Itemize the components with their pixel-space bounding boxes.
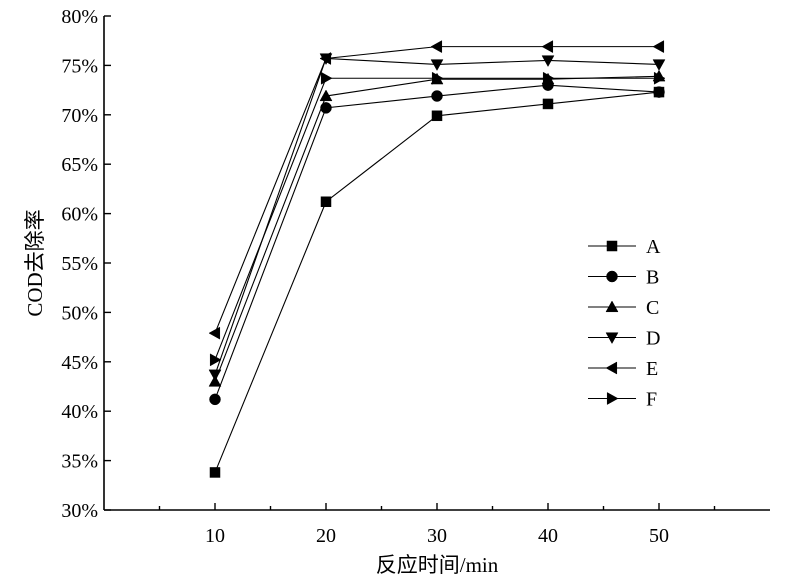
y-tick-label: 30% — [61, 500, 98, 522]
legend-item-F: F — [588, 389, 657, 411]
y-tick-label: 45% — [61, 352, 98, 374]
series-A — [209, 86, 665, 478]
x-tick-label: 10 — [205, 525, 225, 547]
y-tick-label: 35% — [61, 451, 98, 473]
data-point-E — [430, 40, 443, 54]
legend-marker-E — [605, 361, 618, 375]
y-ticks: 30% 35% 40% 45% 50% 55% 60% 65% 70% 75% 80% — [61, 6, 111, 522]
series-E — [208, 40, 665, 340]
data-point-B — [653, 86, 665, 98]
y-tick-label: 50% — [61, 302, 98, 324]
data-point-A — [542, 98, 554, 110]
data-point-F — [431, 71, 444, 85]
series-D — [208, 53, 666, 382]
data-point-E — [652, 40, 665, 54]
data-point-D — [541, 55, 555, 67]
legend-marker-B — [606, 270, 618, 283]
data-point-F — [653, 71, 666, 85]
series-layer — [208, 40, 666, 478]
legend-marker-C — [605, 300, 619, 313]
data-point-B — [209, 393, 221, 406]
axes — [103, 16, 770, 511]
data-point-D — [430, 59, 444, 71]
series-F — [209, 71, 666, 367]
y-axis-title: COD去除率 — [23, 209, 47, 316]
x-axis-title: 反应时间/min — [376, 553, 499, 577]
legend-label: D — [646, 328, 660, 350]
legend-marker-F — [606, 392, 619, 405]
legend-marker-A — [606, 240, 618, 252]
data-point-F — [542, 71, 555, 85]
series-line-B — [214, 84, 660, 400]
legend-item-D: D — [588, 328, 660, 350]
legend-item-C: C — [588, 297, 659, 319]
y-tick-label: 70% — [61, 105, 98, 127]
legend-marker-D — [605, 332, 619, 345]
legend-label: C — [646, 297, 659, 319]
data-point-A — [209, 467, 221, 478]
data-point-F — [320, 71, 333, 85]
data-point-E — [541, 40, 554, 54]
x-tick-label: 50 — [649, 525, 669, 547]
y-tick-label: 60% — [61, 204, 98, 226]
legend-label: A — [646, 236, 661, 258]
data-point-D — [652, 59, 666, 71]
data-point-D — [208, 369, 222, 382]
y-tick-label: 65% — [61, 154, 98, 176]
series-line-C — [214, 75, 660, 382]
legend-item-B: B — [588, 267, 659, 289]
data-point-E — [319, 52, 332, 65]
y-tick-label: 80% — [61, 6, 98, 28]
legend-label: F — [646, 389, 657, 411]
x-ticks: 10 20 30 40 50 — [158, 503, 716, 547]
legend-label: B — [646, 267, 659, 289]
x-tick-label: 40 — [538, 525, 558, 547]
y-tick-label: 40% — [61, 401, 98, 423]
series-line-D — [214, 57, 660, 375]
legend-item-A: A — [588, 236, 661, 258]
data-point-B — [431, 90, 443, 102]
data-point-B — [320, 102, 332, 114]
data-point-A — [431, 110, 443, 122]
series-line-A — [214, 91, 660, 473]
x-tick-label: 20 — [316, 525, 336, 547]
data-point-F — [209, 353, 222, 367]
y-tick-label: 55% — [61, 253, 98, 275]
legend-item-E: E — [588, 358, 658, 380]
y-tick-label: 75% — [61, 55, 98, 77]
data-point-E — [208, 326, 221, 340]
data-point-C — [319, 89, 333, 102]
legend-label: E — [646, 358, 658, 380]
x-tick-label: 30 — [427, 525, 447, 547]
series-B — [209, 79, 665, 406]
data-point-A — [320, 196, 332, 207]
